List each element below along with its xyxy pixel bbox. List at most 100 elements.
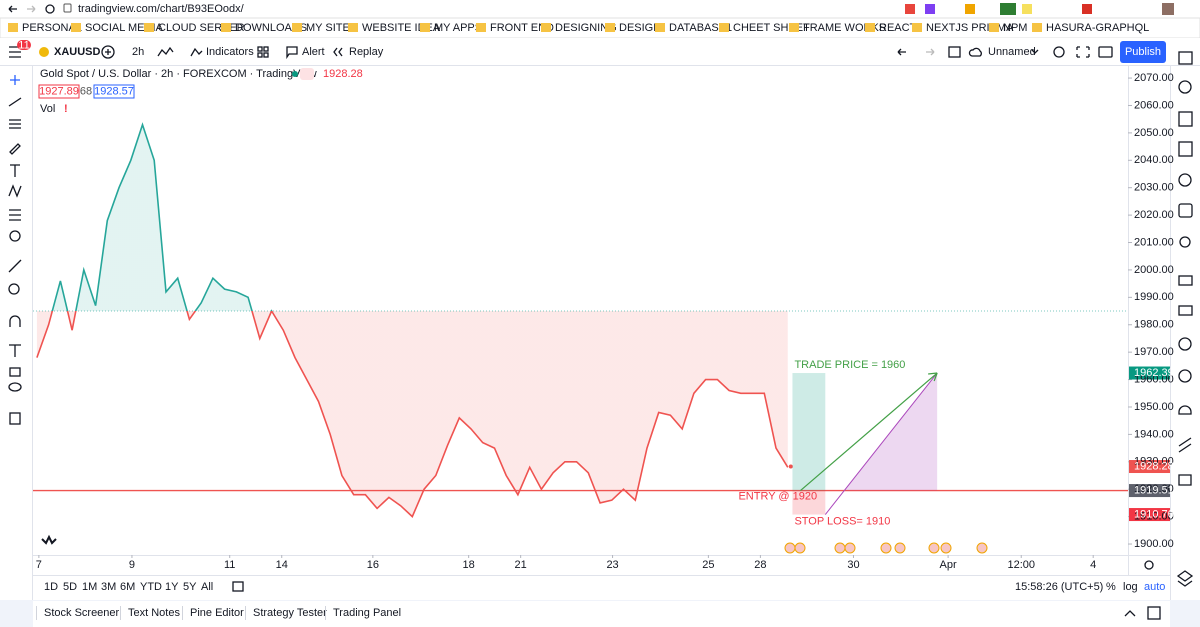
redo-icon[interactable] xyxy=(926,48,935,56)
range-button[interactable]: YTD xyxy=(140,581,162,593)
collapse-icon[interactable] xyxy=(1124,610,1136,617)
bottom-tab[interactable]: Text Notes xyxy=(128,607,180,619)
icons-tool[interactable] xyxy=(9,230,21,242)
bottom-tab[interactable]: Pine Editor xyxy=(190,607,244,619)
indicators-button[interactable]: Indicators xyxy=(206,46,254,58)
range-button[interactable]: 6M xyxy=(120,581,135,593)
publish-button[interactable] xyxy=(1120,41,1166,63)
bookmark[interactable]: PERSONAL xyxy=(22,22,82,34)
bookmark[interactable]: DOWNLOADS xyxy=(235,22,307,34)
fib-tool[interactable] xyxy=(9,119,21,129)
chevron[interactable] xyxy=(1031,49,1039,54)
hotlist-icon[interactable] xyxy=(1178,173,1192,187)
back-icon[interactable] xyxy=(8,5,17,13)
range-button[interactable]: All xyxy=(201,581,213,593)
layout-name[interactable]: Unnamed xyxy=(988,46,1036,58)
calendar-icon[interactable] xyxy=(1178,141,1193,157)
ext-icon[interactable] xyxy=(1082,4,1092,14)
bookmark[interactable]: HASURA-GRAPHQL xyxy=(1046,22,1149,34)
snapshot-icon[interactable] xyxy=(1098,46,1113,58)
replay-button[interactable]: Replay xyxy=(349,46,384,58)
range-button[interactable]: 5D xyxy=(63,581,77,593)
bookmark[interactable]: NEXTJS PRISMA xyxy=(926,22,1014,34)
tool-icon[interactable] xyxy=(1178,437,1192,453)
grid-icon[interactable] xyxy=(1178,203,1193,218)
bookmark[interactable]: FRONT END xyxy=(490,22,554,34)
bookmark[interactable]: SOCIAL MEDIA xyxy=(85,22,163,34)
ideas-icon[interactable] xyxy=(1179,236,1191,248)
range-button[interactable]: 1Y xyxy=(165,581,179,593)
ext-icon[interactable] xyxy=(1000,3,1016,15)
bookmark[interactable]: REACT xyxy=(879,22,917,34)
ext-icon[interactable] xyxy=(925,4,935,14)
bookmark[interactable]: DESIGN xyxy=(619,22,661,34)
templates-icon[interactable] xyxy=(257,46,269,58)
chat-icon[interactable] xyxy=(1178,305,1193,316)
ext-icon[interactable] xyxy=(1022,4,1032,14)
ruler-tool[interactable] xyxy=(8,259,22,273)
percent-toggle[interactable]: % xyxy=(1106,581,1116,593)
text-tool[interactable] xyxy=(10,164,20,177)
axis-settings-icon[interactable] xyxy=(1144,560,1154,570)
event-flag[interactable] xyxy=(894,542,906,554)
event-flag[interactable] xyxy=(834,542,846,554)
event-flag[interactable] xyxy=(880,542,892,554)
zoom-tool[interactable] xyxy=(8,283,20,295)
symbol[interactable]: XAUUSD xyxy=(54,46,101,58)
bookmark[interactable]: DATABASE1 xyxy=(669,22,732,34)
watchlist-icon[interactable] xyxy=(1178,51,1193,65)
event-flag[interactable] xyxy=(844,542,856,554)
bookmark[interactable]: DESIGNING xyxy=(555,22,617,34)
lock-tool[interactable] xyxy=(9,367,21,377)
range-button[interactable]: 1D xyxy=(44,581,58,593)
trash-tool[interactable] xyxy=(9,412,21,425)
event-flag[interactable] xyxy=(976,542,988,554)
prediction-tool[interactable] xyxy=(9,209,21,221)
bottom-tab[interactable]: Trading Panel xyxy=(333,607,401,619)
event-flag[interactable] xyxy=(928,542,940,554)
target-icon[interactable] xyxy=(1178,337,1192,351)
bookmark[interactable]: MY SITES xyxy=(306,22,357,34)
magnet-tool[interactable] xyxy=(9,315,21,327)
draw-mode-tool[interactable] xyxy=(9,344,21,357)
bookmark[interactable]: CLOUD SERVER xyxy=(158,22,245,34)
maximize-icon[interactable] xyxy=(1147,606,1161,620)
news-icon[interactable] xyxy=(1178,111,1193,127)
forward-icon[interactable] xyxy=(27,5,36,13)
fullscreen-icon[interactable] xyxy=(1076,46,1090,58)
bookmark[interactable]: NPM xyxy=(1003,22,1027,34)
compare-icon[interactable] xyxy=(101,45,115,59)
bid-box[interactable] xyxy=(38,84,80,99)
alert-button[interactable]: Alert xyxy=(302,46,325,58)
hide-tool[interactable] xyxy=(8,382,22,392)
range-button[interactable]: 3M xyxy=(101,581,116,593)
help-icon[interactable] xyxy=(1178,474,1192,486)
range-button[interactable]: 1M xyxy=(82,581,97,593)
event-flag[interactable] xyxy=(794,542,806,554)
layout-icon[interactable] xyxy=(948,46,961,58)
layers-icon[interactable] xyxy=(1176,570,1194,587)
url[interactable]: tradingview.com/chart/B93EOodx/ xyxy=(78,3,245,15)
bottom-tab[interactable]: Strategy Tester xyxy=(253,607,327,619)
event-flag[interactable] xyxy=(940,542,952,554)
bookmark[interactable]: MY APPS xyxy=(434,22,482,34)
auto-toggle[interactable]: auto xyxy=(1144,581,1165,593)
avatar[interactable] xyxy=(1162,3,1174,15)
chart-type-icon[interactable] xyxy=(157,46,174,57)
alerts-icon[interactable] xyxy=(1178,80,1192,94)
bell-icon[interactable] xyxy=(1178,405,1192,415)
log-toggle[interactable]: log xyxy=(1123,581,1138,593)
ask-box[interactable] xyxy=(93,84,135,99)
trendline-tool[interactable] xyxy=(8,97,22,107)
range-button[interactable]: 5Y xyxy=(183,581,197,593)
ext-icon[interactable] xyxy=(965,4,975,14)
event-flag[interactable] xyxy=(784,542,796,554)
ext-icon[interactable] xyxy=(905,4,915,14)
brush-tool[interactable] xyxy=(9,143,21,155)
undo-icon[interactable] xyxy=(897,48,906,56)
interval[interactable]: 2h xyxy=(132,46,144,58)
reload-icon[interactable] xyxy=(45,4,55,14)
crosshair-tool[interactable] xyxy=(10,75,20,85)
date-range-icon[interactable] xyxy=(232,581,244,592)
chat-icon[interactable] xyxy=(1178,275,1193,286)
